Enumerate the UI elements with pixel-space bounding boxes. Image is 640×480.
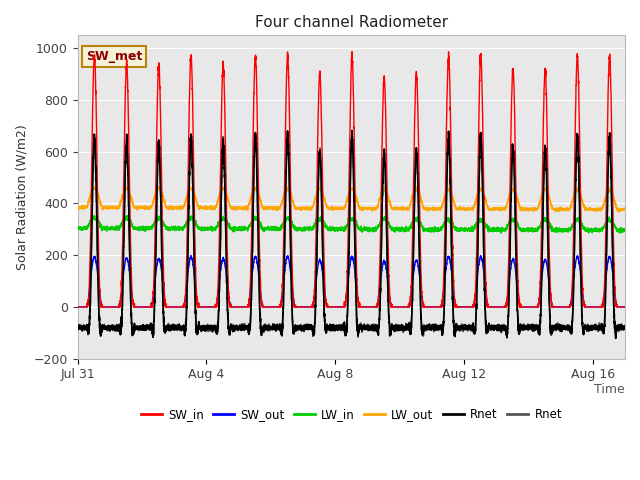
LW_in bbox=[404, 227, 412, 232]
LW_in bbox=[410, 219, 418, 225]
LW_out bbox=[156, 184, 163, 190]
Rnet2 bbox=[74, 322, 81, 327]
SW_out bbox=[187, 252, 195, 258]
SW_in bbox=[161, 297, 169, 303]
SW_in bbox=[410, 156, 418, 161]
SW_out bbox=[124, 257, 131, 263]
LW_out bbox=[404, 204, 412, 210]
SW_in bbox=[404, 304, 412, 310]
Rnet2 bbox=[188, 137, 196, 143]
Rnet bbox=[348, 128, 356, 133]
SW_in bbox=[621, 304, 629, 310]
Y-axis label: Solar Radiation (W/m2): Solar Radiation (W/m2) bbox=[15, 124, 28, 270]
LW_in bbox=[74, 224, 81, 230]
LW_in bbox=[161, 223, 169, 229]
Rnet2 bbox=[348, 128, 356, 133]
Line: SW_in: SW_in bbox=[77, 52, 625, 307]
LW_out bbox=[614, 209, 622, 215]
Text: SW_met: SW_met bbox=[86, 50, 142, 63]
LW_out bbox=[188, 188, 196, 193]
SW_out bbox=[465, 304, 472, 310]
Rnet bbox=[465, 324, 472, 330]
LW_in bbox=[188, 216, 196, 222]
SW_out bbox=[188, 256, 196, 262]
LW_in bbox=[124, 214, 131, 220]
Rnet bbox=[404, 326, 412, 332]
LW_out bbox=[410, 190, 418, 196]
Line: LW_out: LW_out bbox=[77, 187, 625, 212]
SW_in bbox=[188, 63, 196, 69]
SW_in bbox=[348, 49, 356, 55]
LW_in bbox=[465, 226, 472, 231]
SW_in bbox=[74, 304, 81, 310]
Rnet2 bbox=[404, 326, 412, 332]
Legend: SW_in, SW_out, LW_in, LW_out, Rnet, Rnet: SW_in, SW_out, LW_in, LW_out, Rnet, Rnet bbox=[136, 403, 567, 426]
X-axis label: Time: Time bbox=[595, 383, 625, 396]
Rnet bbox=[124, 154, 131, 160]
Line: Rnet2: Rnet2 bbox=[77, 131, 625, 338]
Line: SW_out: SW_out bbox=[77, 255, 625, 307]
Rnet bbox=[410, 223, 418, 229]
SW_out bbox=[410, 265, 418, 271]
LW_in bbox=[621, 227, 629, 233]
Rnet2 bbox=[161, 328, 169, 334]
SW_in bbox=[465, 304, 472, 310]
LW_in bbox=[497, 230, 505, 236]
Rnet2 bbox=[124, 153, 131, 159]
Rnet bbox=[74, 322, 81, 328]
Rnet2 bbox=[612, 335, 620, 341]
LW_in bbox=[91, 213, 99, 218]
SW_out bbox=[74, 304, 81, 310]
SW_out bbox=[404, 304, 412, 310]
Line: LW_in: LW_in bbox=[77, 216, 625, 233]
Rnet bbox=[612, 336, 620, 341]
Rnet2 bbox=[621, 326, 629, 332]
SW_out bbox=[161, 298, 169, 304]
Rnet2 bbox=[465, 324, 472, 330]
Rnet bbox=[161, 328, 169, 334]
Rnet bbox=[621, 325, 629, 331]
LW_out bbox=[74, 206, 81, 212]
LW_out bbox=[124, 185, 131, 191]
LW_out bbox=[621, 206, 629, 212]
LW_out bbox=[161, 202, 169, 207]
SW_in bbox=[124, 75, 131, 81]
Title: Four channel Radiometer: Four channel Radiometer bbox=[255, 15, 448, 30]
LW_out bbox=[465, 205, 472, 211]
Rnet bbox=[188, 139, 196, 144]
Line: Rnet: Rnet bbox=[77, 131, 625, 338]
SW_out bbox=[621, 304, 629, 310]
Rnet2 bbox=[410, 224, 418, 229]
